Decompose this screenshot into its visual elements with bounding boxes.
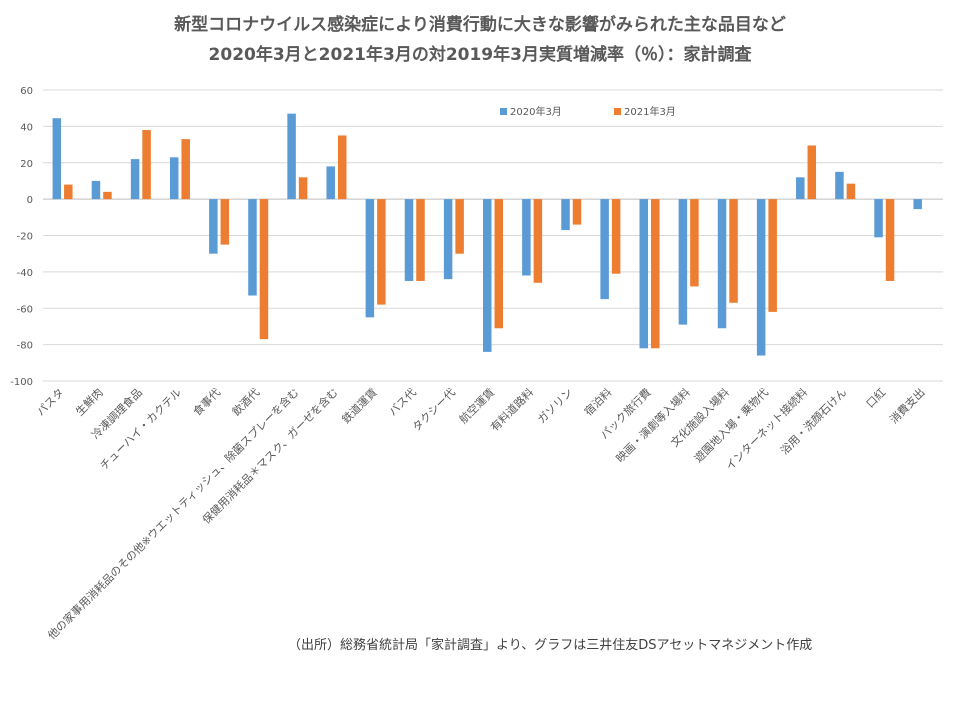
x-tick-label: 映画・演劇等入場料 <box>613 385 693 465</box>
x-tick-label: 生鮮肉 <box>73 385 106 418</box>
y-tick-label: -20 <box>17 232 33 243</box>
x-tick-label: 航空運賃 <box>456 385 497 426</box>
x-tick-label: 保健用消耗品＊マスク、ガーゼを含む <box>199 385 340 526</box>
bar-series1 <box>287 113 296 200</box>
bar-series1 <box>600 199 609 300</box>
bar-series2 <box>337 135 347 200</box>
y-tick-label: 0 <box>27 195 33 206</box>
bar-series2 <box>494 199 503 329</box>
y-tick-label: -40 <box>17 268 33 279</box>
x-tick-label: 他の家事用消耗品のその他※ウエットティッシュ、除菌スプレーを含む <box>45 385 302 642</box>
bar-series1 <box>913 199 922 210</box>
y-tick-label: 20 <box>20 159 33 170</box>
bar-series2 <box>651 199 660 349</box>
x-tick-label: ガソリン <box>535 386 575 426</box>
bar-series1 <box>52 118 62 200</box>
bar-series2 <box>103 191 112 200</box>
bar-series2 <box>690 199 699 287</box>
bar-series2 <box>729 199 738 303</box>
x-tick-label: 飲酒代 <box>229 385 262 418</box>
bars <box>52 113 922 356</box>
chart-title: 新型コロナウイルス感染症により消費行動に大きな影響がみられた主な品目など <box>174 15 786 35</box>
bar-series2 <box>64 184 73 200</box>
bar-series2 <box>611 199 621 274</box>
y-tick-label: -100 <box>10 377 33 388</box>
bar-series1 <box>561 199 570 231</box>
bar-series1 <box>443 199 453 280</box>
bar-series2 <box>220 199 230 245</box>
x-tick-label: 口紅 <box>864 386 889 411</box>
bar-series1 <box>835 171 844 200</box>
bar-series1 <box>130 159 140 200</box>
y-tick-label: 60 <box>20 86 33 97</box>
x-tick-label: 宿泊料 <box>581 385 614 418</box>
bar-series2 <box>259 199 269 340</box>
legend: 2020年3月 2021年3月 <box>500 105 676 118</box>
bar-series2 <box>768 199 777 312</box>
bar-series1 <box>522 199 531 276</box>
bar-series1 <box>756 199 766 356</box>
x-tick-label: 遊園地入場・乗物代 <box>691 385 771 465</box>
y-tick-label: -80 <box>17 341 33 352</box>
bar-series2 <box>846 183 856 200</box>
bar-series2 <box>377 199 386 305</box>
bar-series2 <box>455 199 464 254</box>
bar-series2 <box>533 199 543 283</box>
bar-series2 <box>181 139 190 200</box>
x-tick-label: 食事代 <box>190 385 223 418</box>
bar-series1 <box>91 180 101 200</box>
bar-series2 <box>298 177 308 200</box>
bar-series1 <box>169 157 179 200</box>
bar-series2 <box>416 199 425 281</box>
bar-series2 <box>142 130 151 200</box>
x-tick-label: タクシー代 <box>410 386 458 434</box>
source-note: （出所）総務省統計局「家計調査」より、グラフは三井住友DSアセットマネジメント作… <box>288 638 813 653</box>
legend-swatch <box>500 108 507 115</box>
x-tick-label: パスタ <box>34 386 67 419</box>
bar-series1 <box>365 199 375 318</box>
bar-series1 <box>678 199 688 325</box>
bar-series2 <box>572 199 582 225</box>
x-tick-label: 消費支出 <box>887 385 928 426</box>
gridlines <box>43 89 943 382</box>
bar-series1 <box>209 199 218 254</box>
bar-series1 <box>639 199 649 349</box>
bar-series2 <box>807 145 817 200</box>
legend-label: 2021年3月 <box>624 105 676 118</box>
bar-series1 <box>874 199 883 238</box>
y-tick-label: -60 <box>17 304 33 315</box>
bar-series1 <box>248 199 257 296</box>
bar-series1 <box>796 177 805 200</box>
x-tick-label: 浴用・洗顔石けん <box>777 385 849 457</box>
y-tick-label: 40 <box>20 122 33 133</box>
bar-series1 <box>326 166 335 200</box>
bar-series1 <box>483 199 492 352</box>
bar-series1 <box>404 199 414 281</box>
x-tick-label: 鉄道運賃 <box>339 385 380 426</box>
legend-swatch <box>614 108 621 115</box>
x-tick-label: バス代 <box>386 386 419 419</box>
bar-series2 <box>885 199 895 281</box>
legend-label: 2020年3月 <box>510 105 562 118</box>
y-axis-ticks: 60 40 20 0 -20 -40 -60 -80 -100 <box>10 86 33 388</box>
bar-series1 <box>717 199 727 329</box>
x-tick-label: 有料道路料 <box>487 385 536 434</box>
chart-subtitle: 2020年3月と2021年3月の対2019年3月実質増減率（％）：家計調査 <box>208 45 752 65</box>
